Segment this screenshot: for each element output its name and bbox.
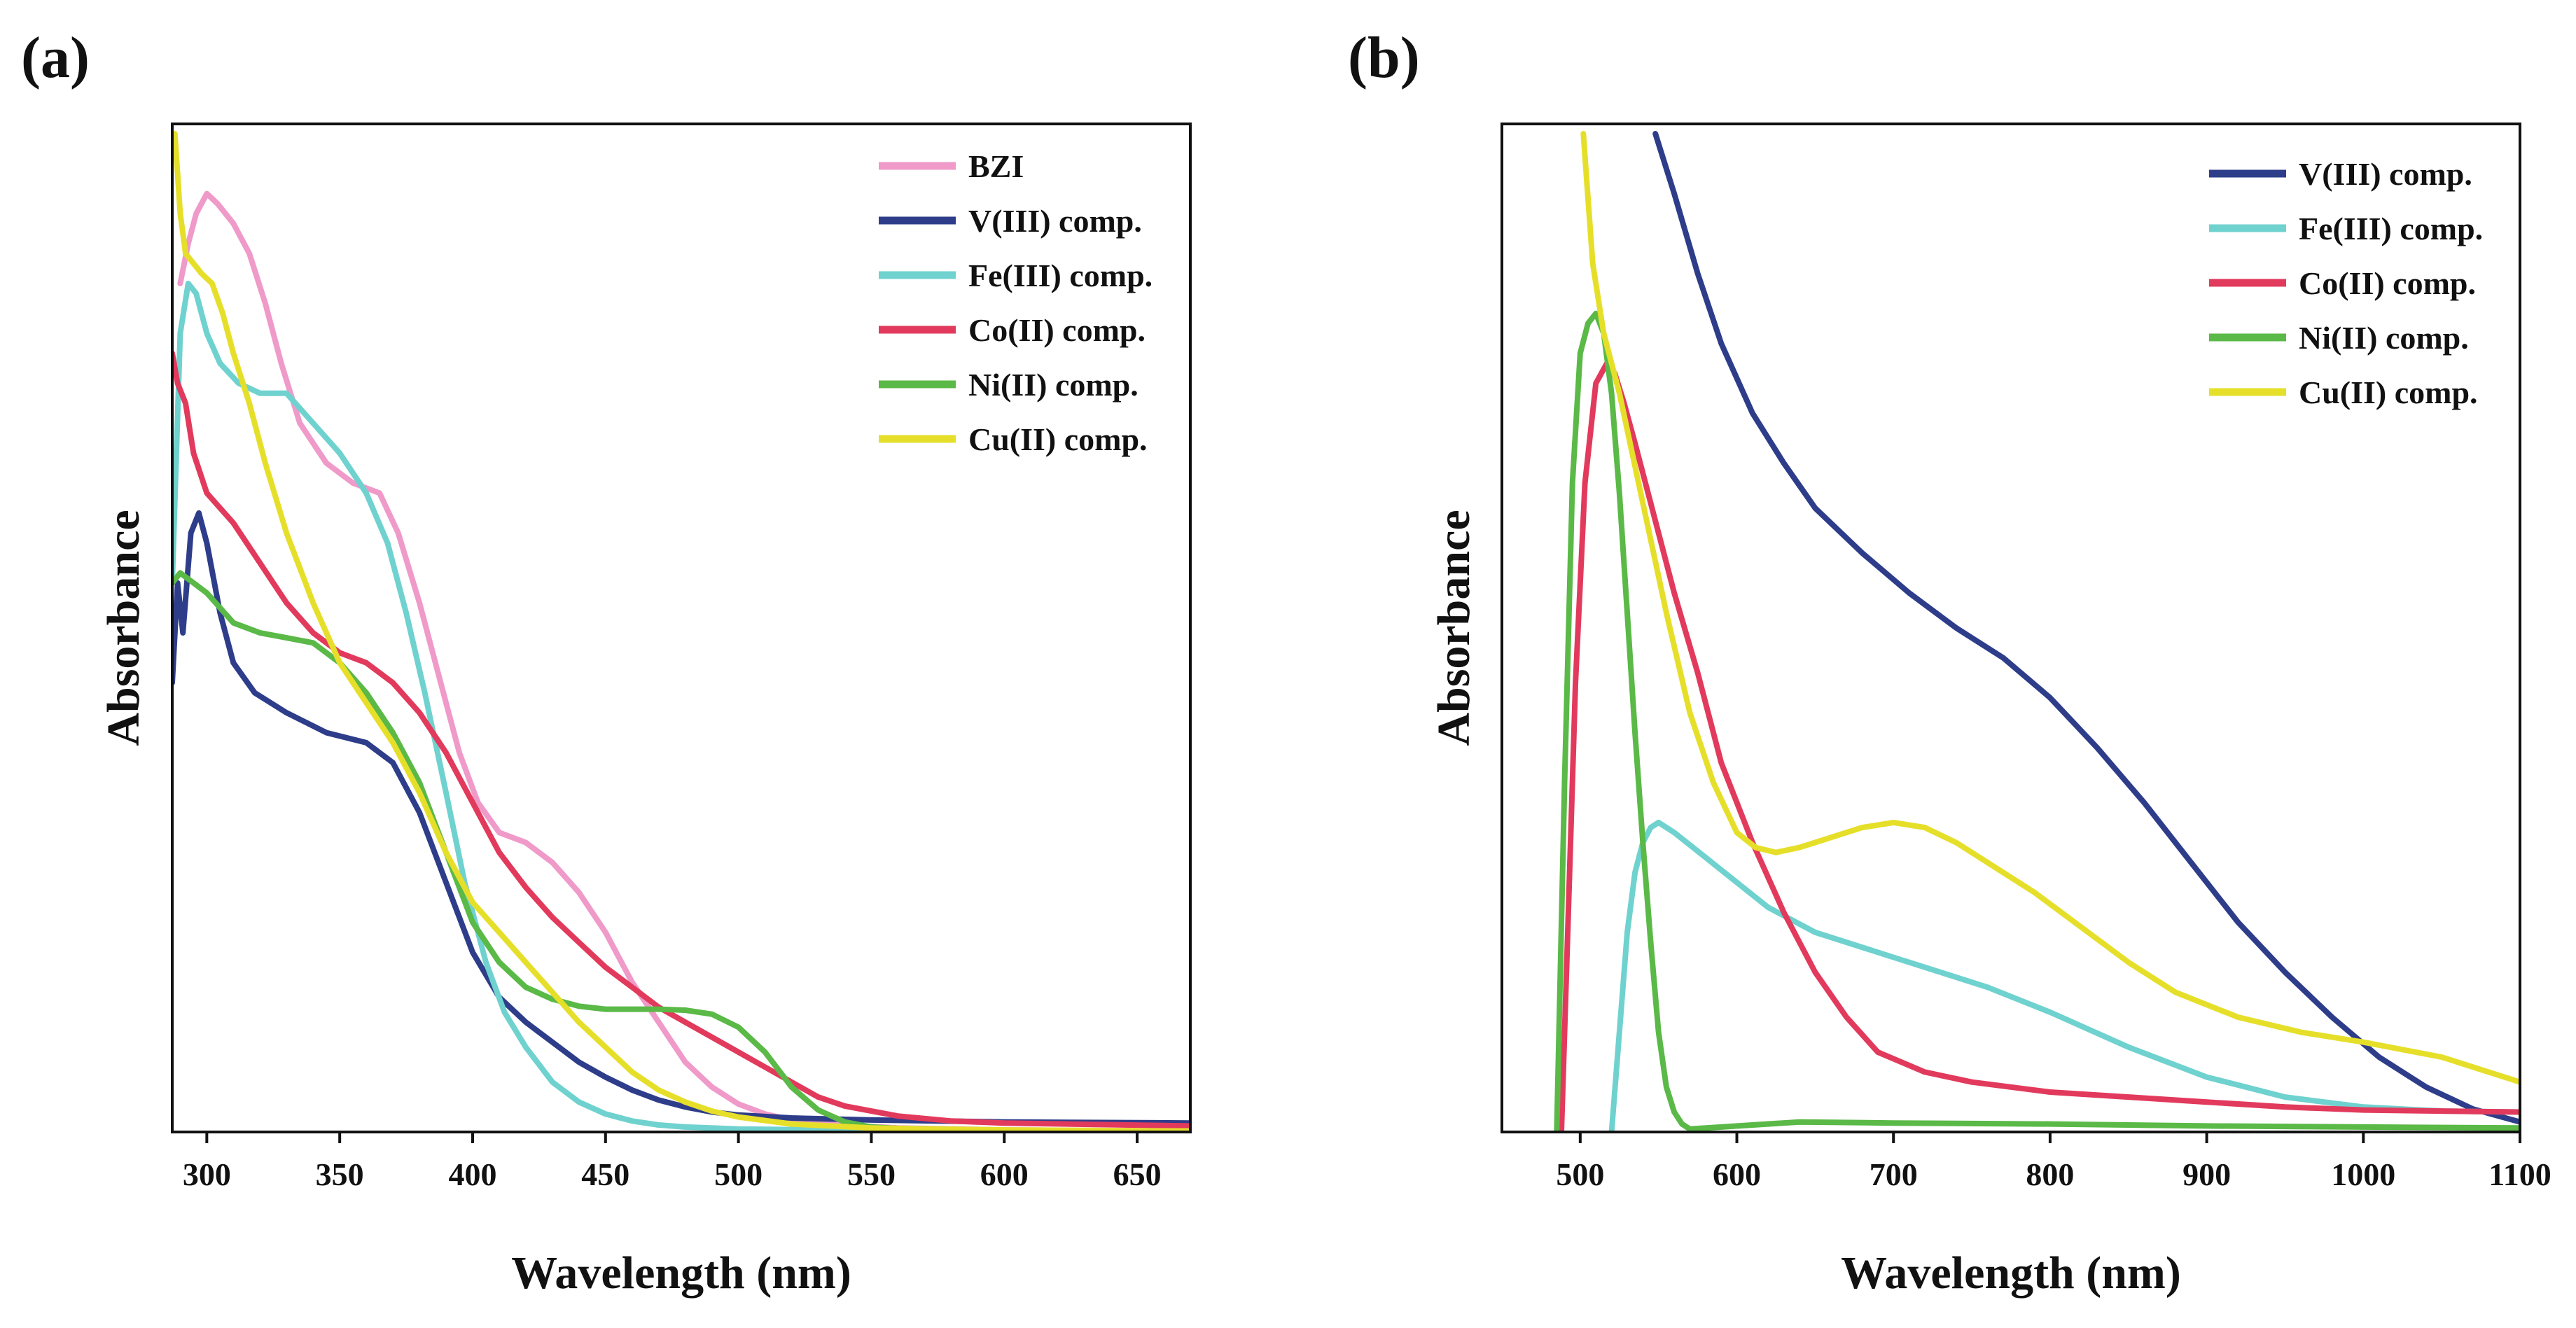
panel-a-y-axis-title: Absorbance [98,510,149,746]
panel-a-x-tick-label: 650 [1113,1156,1162,1192]
panel-b-x-tick-label: 900 [2182,1156,2231,1192]
panel-b-y-axis-title: Absorbance [1428,510,1480,746]
panel-a-x-tick-label: 300 [183,1156,231,1192]
panel-b-series-layer [1554,131,2520,1132]
panel-a-series-co-ii-comp [172,350,1190,1129]
panel-a-label: (a) [21,25,90,90]
panel-b-x-tick-label: 800 [2026,1156,2074,1192]
panel-a-series-v-iii-comp [172,510,1190,1126]
panel-a-x-tick-label: 600 [980,1156,1029,1192]
panel-b-x-tick-label: 1100 [2488,1156,2551,1192]
panel-a-legend-label: Cu(II) comp. [968,421,1148,457]
panel-a-series-ni-ii-comp [172,570,1190,1132]
panel-b-series-cu-ii-comp [1580,131,2520,1085]
panel-b-x-ticks: 500 600 700 800 900 1000 1100 [1556,1132,2551,1192]
panel-a-x-tick-label: 450 [581,1156,629,1192]
panel-b-plot-frame [1501,123,2521,1133]
panel-b-series-co-ii-comp [1559,361,2520,1132]
panel-b-legend-label: Cu(II) comp. [2299,375,2478,410]
panel-a-x-tick-label: 350 [316,1156,364,1192]
panel-b-legend-label: Co(II) comp. [2299,265,2476,301]
panel-b-legend: V(III) comp. Fe(III) comp. Co(II) comp. Ni(… [2209,156,2483,410]
panel-b-x-tick-label: 500 [1556,1156,1604,1192]
panel-b-x-tick-label: 1000 [2331,1156,2395,1192]
panel-a-x-tick-label: 400 [448,1156,496,1192]
panel-a-legend: BZI V(III) comp. Fe(III) comp. Co(II) comp.… [879,148,1153,457]
panel-b-series-fe-iii-comp [1608,819,2520,1132]
panel-a-legend-label: BZI [968,148,1024,184]
panel-a-series-cu-ii-comp [172,131,1190,1132]
panel-b-legend-label: Fe(III) comp. [2299,211,2483,246]
panel-a-series-fe-iii-comp [172,280,1190,1132]
panel-a-plot-frame [171,123,1192,1133]
panel-a-legend-label: Co(II) comp. [968,312,1146,348]
panel-b-x-axis-title: Wavelength (nm) [1841,1247,2181,1299]
panel-b-x-tick-label: 700 [1870,1156,1918,1192]
panel-a-series-bzi [177,190,1190,1132]
panel-b-label: (b) [1348,25,1420,90]
panel-a-x-ticks: 300 350 400 450 500 550 600 650 [183,1132,1162,1192]
panel-a-legend-label: Fe(III) comp. [968,258,1153,293]
panel-b-legend-label: Ni(II) comp. [2299,320,2469,356]
panel-a-x-axis-title: Wavelength (nm) [511,1247,851,1299]
panel-b: (b) 500 600 700 800 900 1000 1100 Wavelength (… [1348,25,2551,1299]
panel-a-x-tick-label: 500 [714,1156,763,1192]
panel-a-legend-label: V(III) comp. [968,203,1142,239]
panel-b-series-v-iii-comp [1652,131,2520,1125]
panel-a-series-layer [172,131,1190,1132]
panel-a: (a) 300 350 400 450 500 550 600 650 Wavelength … [21,25,1192,1299]
panel-a-legend-label: Ni(II) comp. [968,367,1139,403]
panel-b-series-ni-ii-comp [1554,310,2520,1132]
panel-b-x-tick-label: 600 [1713,1156,1761,1192]
panel-a-x-tick-label: 550 [847,1156,896,1192]
panel-b-legend-label: V(III) comp. [2299,156,2472,192]
